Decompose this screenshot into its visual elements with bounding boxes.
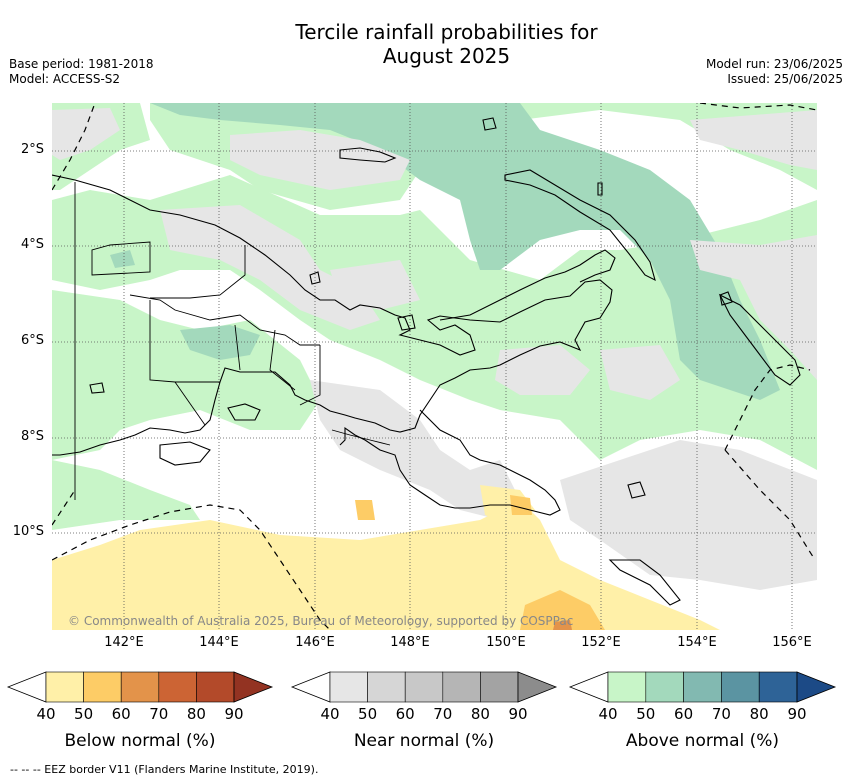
model-run: Model run: 23/06/2025	[705, 57, 843, 71]
province-boundaries	[74, 182, 391, 500]
colorbar-title: Near normal (%)	[353, 731, 495, 751]
lon-label: 144°E	[199, 635, 239, 650]
colorbar-tick-label: 40	[598, 705, 618, 723]
issued-date: Issued: 25/06/2025	[727, 72, 843, 86]
colorbar-tick-label: 60	[395, 705, 415, 723]
colorbar-segment	[45, 671, 84, 703]
colorbar-segment	[329, 671, 368, 703]
coastlines	[52, 117, 801, 606]
colorbar-segment	[367, 671, 406, 703]
colorbar-tick-label: 90	[224, 705, 244, 723]
colorbar-tick-label: 40	[320, 705, 340, 723]
lon-label: 142°E	[104, 635, 144, 650]
colorbar-title: Below normal (%)	[64, 731, 216, 751]
meta-left: Base period: 1981-2018 Model: ACCESS-S2	[9, 57, 154, 87]
colorbar-left-extend	[568, 671, 609, 703]
colorbar-tick-label: 80	[186, 705, 206, 723]
lon-label: 156°E	[772, 635, 812, 650]
new-guinea-coast	[52, 174, 613, 456]
colorbar-title: Above normal (%)	[625, 731, 780, 751]
colorbar-right-extend	[796, 671, 837, 703]
manus-coast	[339, 147, 397, 163]
colorbar-tick-label: 80	[749, 705, 769, 723]
colorbar-segment	[721, 671, 760, 703]
lon-label: 148°E	[390, 635, 430, 650]
new-britain-coast	[439, 249, 616, 321]
lat-label: 6°S	[20, 333, 44, 348]
title-line-1: Tercile rainfall probabilities for	[295, 20, 598, 44]
colorbar-segment	[83, 671, 122, 703]
near-normal-region	[52, 108, 120, 160]
lon-label: 146°E	[295, 635, 335, 650]
lon-label: 152°E	[581, 635, 621, 650]
colorbar-tick-label: 70	[149, 705, 169, 723]
lon-label: 150°E	[486, 635, 526, 650]
colorbar-segment	[196, 671, 235, 703]
colorbar-segment	[120, 671, 160, 703]
copyright-text: © Commonwealth of Australia 2025, Bureau…	[68, 614, 574, 628]
colorbar-segment	[158, 671, 197, 703]
colorbar-segment	[683, 671, 722, 703]
above-normal-50-region	[150, 103, 780, 400]
colorbar-left-extend	[6, 671, 47, 703]
bougainville-coast	[718, 293, 801, 386]
colorbar-tick-label: 60	[674, 705, 694, 723]
colorbar-segment	[758, 671, 798, 703]
colorbar-segment	[645, 671, 684, 703]
colorbar-tick-label: 40	[36, 705, 56, 723]
colorbar-tick-label: 70	[711, 705, 731, 723]
meta-right: Model run: 23/06/2025 Issued: 25/06/2025	[706, 57, 843, 87]
colorbar-tick-label: 50	[358, 705, 378, 723]
map-title: Tercile rainfall probabilities for Augus…	[0, 20, 850, 68]
model-name: Model: ACCESS-S2	[9, 72, 121, 86]
colorbar-left-extend	[290, 671, 331, 703]
southeast-peninsula-coast	[339, 409, 561, 516]
new-ireland-coast	[504, 169, 656, 282]
eez-borders	[52, 103, 817, 630]
lat-label: 10°S	[12, 524, 44, 539]
colorbar-tick-label: 50	[74, 705, 94, 723]
colorbar-segment	[404, 671, 444, 703]
eez-footer-note: -- -- -- EEZ border V11 (Flanders Marine…	[10, 763, 319, 776]
lon-label: 154°E	[677, 635, 717, 650]
lat-label: 4°S	[20, 237, 44, 252]
colorbar-tick-label: 50	[636, 705, 656, 723]
gridlines	[52, 103, 817, 630]
colorbar-tick-label: 80	[470, 705, 490, 723]
colorbar-segment	[442, 671, 481, 703]
colorbar-tick-label: 90	[787, 705, 807, 723]
title-line-2: August 2025	[382, 44, 511, 68]
colorbars	[6, 671, 837, 703]
below-normal-50-region	[510, 495, 532, 515]
colorbar-segment	[607, 671, 647, 703]
colorbar-segment	[480, 671, 519, 703]
colorbar-right-extend	[517, 671, 558, 703]
colorbar-tick-label: 90	[508, 705, 528, 723]
lat-label: 8°S	[20, 429, 44, 444]
colorbar-right-extend	[233, 671, 274, 703]
colorbar-tick-label: 60	[111, 705, 131, 723]
base-period: Base period: 1981-2018	[9, 57, 154, 71]
lat-label: 2°S	[20, 142, 44, 157]
colorbar-tick-label: 70	[433, 705, 453, 723]
map-area	[52, 103, 817, 630]
